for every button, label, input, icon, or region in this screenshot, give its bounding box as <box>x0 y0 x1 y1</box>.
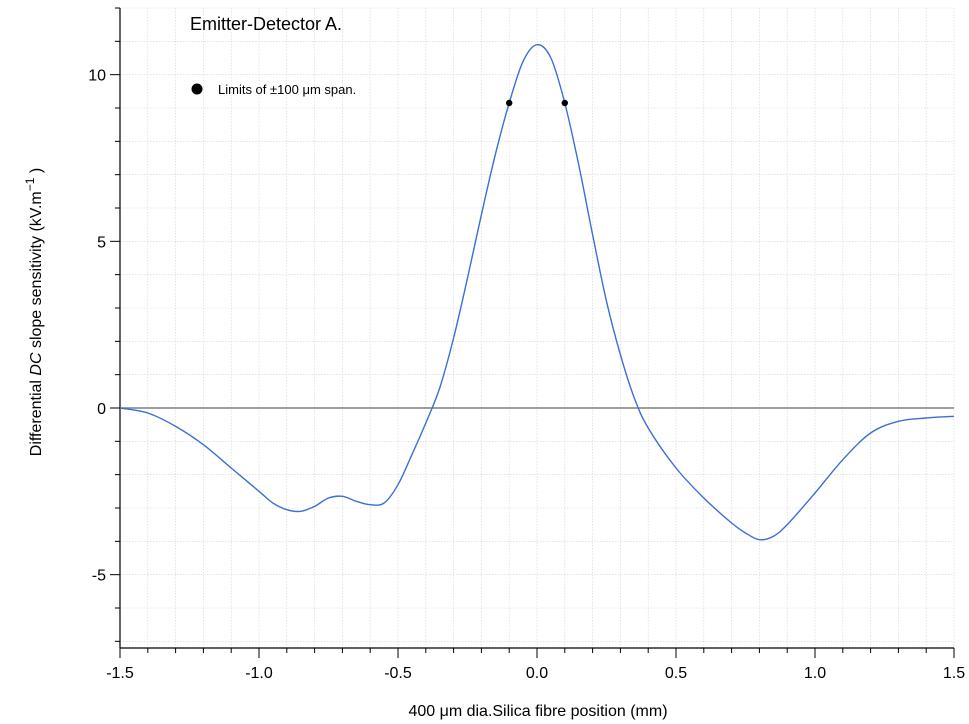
y-tick-label: 5 <box>97 234 106 251</box>
x-tick-label: 1.0 <box>804 665 826 682</box>
grid <box>119 7 955 648</box>
legend-label: Limits of ±100 μm span. <box>218 82 356 97</box>
span-limit-marker <box>561 99 568 107</box>
x-tick-label: 0.0 <box>526 665 548 682</box>
marker-points <box>506 99 568 107</box>
y-tick-label: 10 <box>88 68 106 85</box>
x-tick-label: -1.5 <box>106 665 134 682</box>
x-tick-label: 0.5 <box>665 665 687 682</box>
y-axis-label: Differential DC slope sensitivity (kV.m−… <box>23 168 45 456</box>
y-tick-label: 0 <box>97 401 106 418</box>
y-axis-label-text: Differential DC slope sensitivity (kV.m−… <box>23 168 45 456</box>
span-limit-marker <box>506 99 513 107</box>
legend-marker <box>191 83 203 95</box>
legend: Limits of ±100 μm span. <box>191 82 356 97</box>
x-tick-label: 1.5 <box>943 665 965 682</box>
y-tick-label: -5 <box>92 568 106 585</box>
x-axis-label: 400 μm dia.Silica fibre position (mm) <box>408 703 667 720</box>
x-tick-label: -0.5 <box>384 665 412 682</box>
chart-title: Emitter-Detector A. <box>190 14 342 34</box>
series-line <box>119 43 955 541</box>
x-tick-label: -1.0 <box>245 665 273 682</box>
ticks: -1.5 -1.0 -0.5 0.0 0.5 1.0 1.5 -5 0 5 10 <box>88 7 965 682</box>
